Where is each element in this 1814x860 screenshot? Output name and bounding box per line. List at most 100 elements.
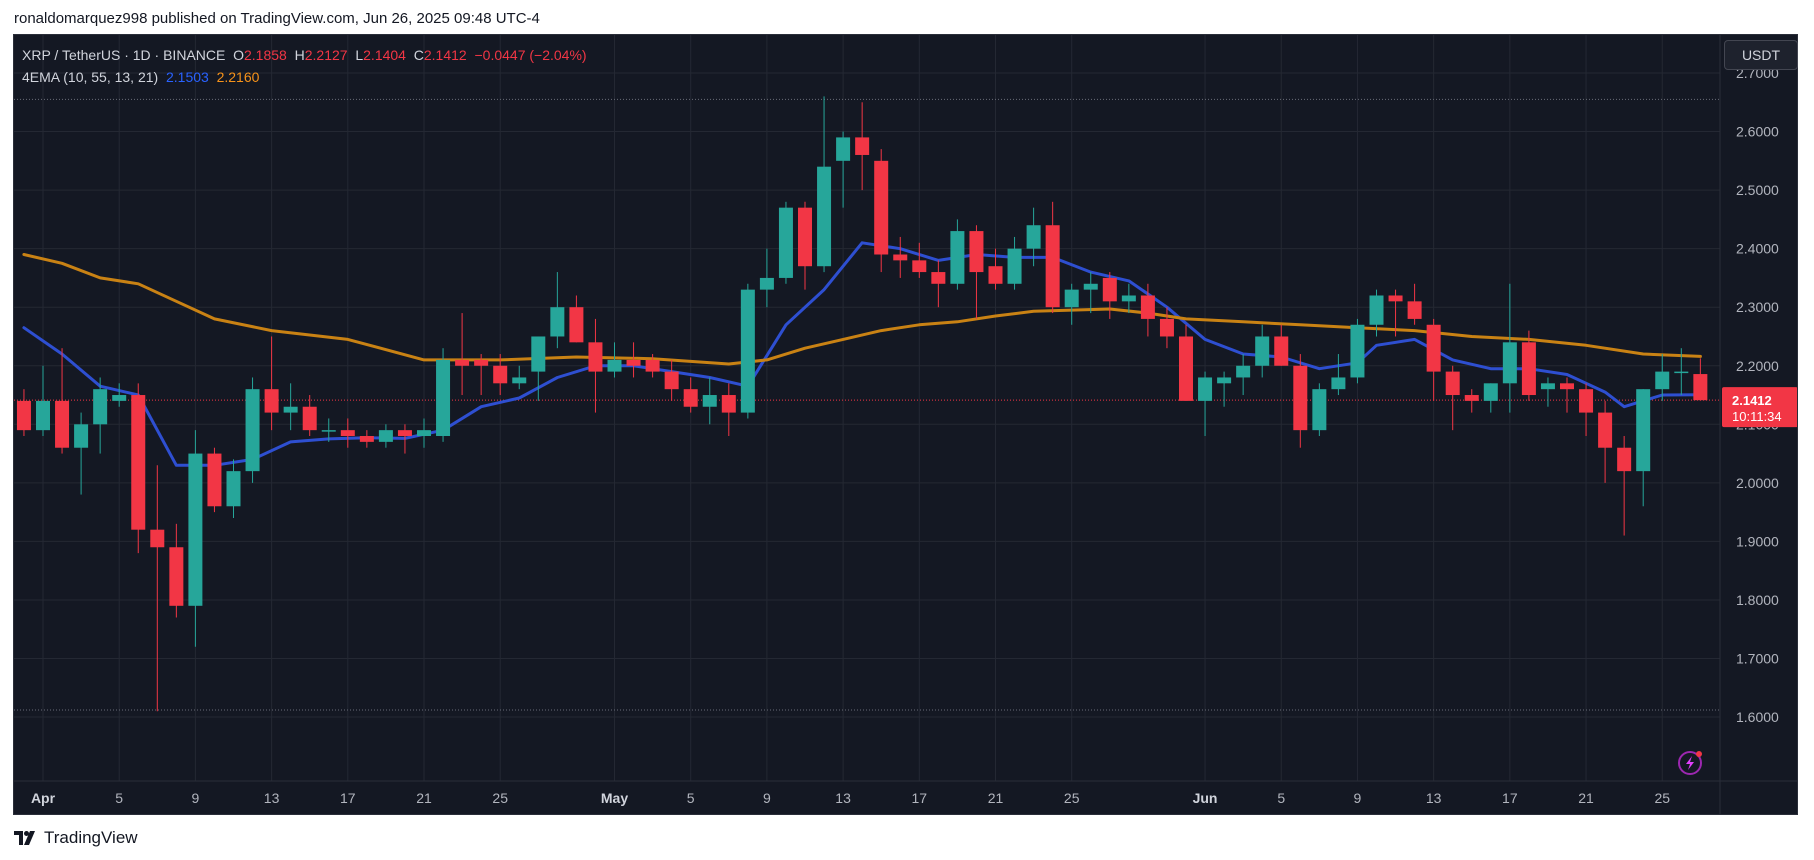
candle[interactable] xyxy=(569,295,584,343)
candle[interactable] xyxy=(1426,318,1441,401)
candle[interactable] xyxy=(931,260,946,308)
candle[interactable] xyxy=(1236,354,1251,396)
candle[interactable] xyxy=(1274,324,1289,366)
candle[interactable] xyxy=(1636,389,1651,507)
candlestick-chart[interactable]: 1.60001.70001.80001.90002.00002.10002.20… xyxy=(14,35,1797,814)
candle[interactable] xyxy=(455,313,470,396)
candle[interactable] xyxy=(1388,289,1403,337)
candle[interactable] xyxy=(1502,283,1517,413)
candle[interactable] xyxy=(245,377,260,483)
candle[interactable] xyxy=(417,418,431,448)
candle[interactable] xyxy=(1598,400,1613,483)
candle[interactable] xyxy=(683,377,698,413)
candle[interactable] xyxy=(1579,383,1594,437)
candle[interactable] xyxy=(740,283,755,419)
candle[interactable] xyxy=(226,459,241,518)
candle[interactable] xyxy=(1179,324,1193,401)
candle[interactable] xyxy=(1045,201,1060,314)
candle[interactable] xyxy=(702,377,717,425)
candle[interactable] xyxy=(645,354,660,378)
candle[interactable] xyxy=(1026,207,1041,267)
candle[interactable] xyxy=(112,383,127,407)
candle[interactable] xyxy=(188,430,203,647)
candle[interactable] xyxy=(474,354,489,396)
candle[interactable] xyxy=(798,201,812,290)
candle[interactable] xyxy=(817,96,832,273)
candle[interactable] xyxy=(664,359,679,401)
candle[interactable] xyxy=(378,424,393,448)
candle[interactable] xyxy=(321,418,336,442)
candle[interactable] xyxy=(397,424,412,454)
candle[interactable] xyxy=(55,348,70,454)
candle[interactable] xyxy=(169,523,184,618)
candle[interactable] xyxy=(950,219,965,290)
candle[interactable] xyxy=(1159,307,1174,349)
candle[interactable] xyxy=(855,102,870,191)
candle[interactable] xyxy=(74,412,89,495)
candle[interactable] xyxy=(1217,371,1232,407)
candle[interactable] xyxy=(36,365,50,437)
candle[interactable] xyxy=(359,430,374,448)
candle[interactable] xyxy=(531,336,546,401)
candle[interactable] xyxy=(607,342,622,378)
candle[interactable] xyxy=(1083,272,1098,314)
candle[interactable] xyxy=(1617,436,1632,536)
symbol-title[interactable]: XRP / TetherUS · 1D · BINANCE xyxy=(22,47,226,63)
candle[interactable] xyxy=(207,447,222,513)
candle[interactable] xyxy=(1693,358,1708,401)
candle[interactable] xyxy=(1464,389,1479,413)
lightning-icon[interactable] xyxy=(1678,751,1702,775)
candle[interactable] xyxy=(1064,283,1079,325)
candle[interactable] xyxy=(1293,354,1308,448)
candle[interactable] xyxy=(893,236,908,278)
candle[interactable] xyxy=(1350,318,1365,384)
candle[interactable] xyxy=(1102,272,1117,319)
candle[interactable] xyxy=(778,201,793,284)
candle[interactable] xyxy=(1445,365,1460,431)
candle[interactable] xyxy=(264,336,279,431)
candle[interactable] xyxy=(836,131,851,208)
time-axis[interactable]: Apr 5 9 13 17 21 25 May 5 9 13 17 21 25 Jun 5 9 13 17 21 25 xyxy=(14,780,1797,806)
candle[interactable] xyxy=(1140,283,1155,337)
candle[interactable] xyxy=(1198,371,1213,437)
candle[interactable] xyxy=(436,348,451,442)
candle[interactable] xyxy=(150,465,165,712)
candle[interactable] xyxy=(302,395,317,437)
chart-panel[interactable]: 1.60001.70001.80001.90002.00002.10002.20… xyxy=(13,34,1798,815)
candle[interactable] xyxy=(550,272,565,349)
candles[interactable] xyxy=(16,96,1708,712)
tradingview-brand[interactable]: TradingView xyxy=(14,828,138,848)
candle[interactable] xyxy=(340,418,355,448)
candle[interactable] xyxy=(1407,283,1422,325)
indicator-title[interactable]: 4EMA (10, 55, 13, 21) xyxy=(22,69,159,85)
candle[interactable] xyxy=(1369,289,1384,337)
candle[interactable] xyxy=(93,377,108,454)
candle[interactable] xyxy=(969,225,984,319)
candle[interactable] xyxy=(1007,236,1022,290)
candle[interactable] xyxy=(1540,377,1555,407)
price-axis[interactable]: 1.60001.70001.80001.90002.00002.10002.20… xyxy=(1719,35,1779,814)
candle[interactable] xyxy=(874,149,889,273)
candle[interactable] xyxy=(1121,283,1136,314)
currency-button[interactable]: USDT xyxy=(1724,40,1798,70)
candle[interactable] xyxy=(131,383,146,554)
candle[interactable] xyxy=(1312,383,1327,437)
candle[interactable] xyxy=(626,342,641,378)
candle[interactable] xyxy=(1560,377,1574,413)
candle[interactable] xyxy=(1483,383,1498,413)
candle[interactable] xyxy=(759,248,774,308)
candle-body xyxy=(436,359,451,437)
candle[interactable] xyxy=(912,242,927,278)
candle[interactable] xyxy=(1255,324,1270,378)
candle[interactable] xyxy=(1331,354,1346,396)
candle[interactable] xyxy=(721,383,736,437)
candle[interactable] xyxy=(1674,348,1689,396)
candle[interactable] xyxy=(1521,330,1536,401)
candle[interactable] xyxy=(1655,354,1670,401)
candle[interactable] xyxy=(512,365,527,390)
candle[interactable] xyxy=(988,248,1003,290)
candle[interactable] xyxy=(16,389,31,437)
candle[interactable] xyxy=(493,354,508,396)
candle[interactable] xyxy=(283,383,298,431)
candle[interactable] xyxy=(588,318,603,413)
